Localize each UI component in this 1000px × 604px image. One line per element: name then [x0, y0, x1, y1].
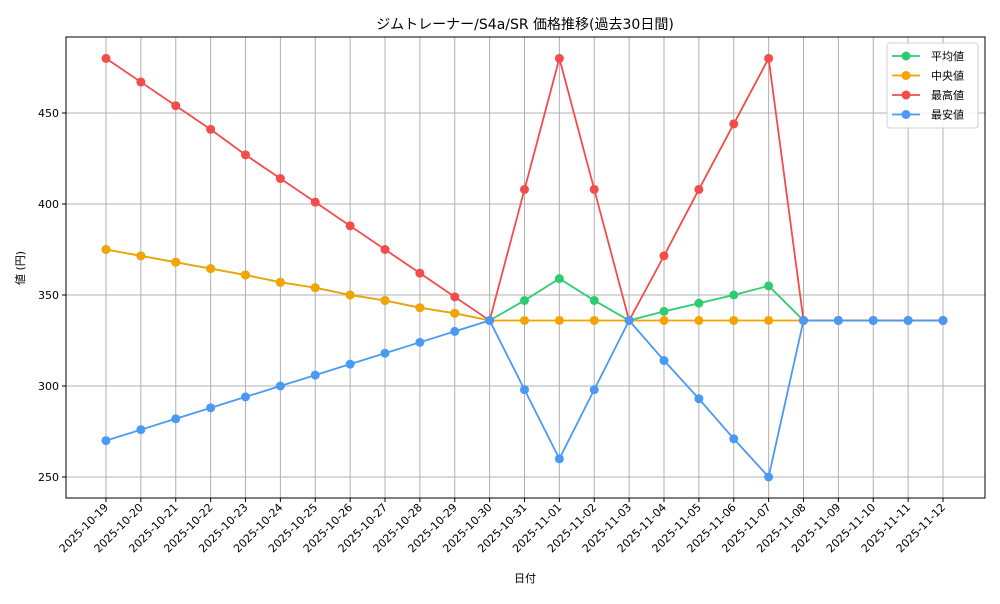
data-point — [589, 315, 599, 325]
data-point — [485, 315, 495, 325]
data-point — [450, 308, 460, 318]
data-point — [241, 270, 250, 280]
y-tick-label: 400 — [38, 198, 59, 211]
data-point — [554, 274, 564, 284]
data-point — [729, 290, 739, 300]
data-point — [171, 414, 181, 424]
data-point — [520, 295, 529, 305]
data-point — [241, 150, 250, 160]
data-point — [206, 124, 216, 134]
data-point — [903, 315, 913, 325]
data-point — [554, 315, 564, 325]
data-point — [589, 295, 599, 305]
legend-item: 最安値 — [892, 108, 964, 122]
data-point — [415, 303, 425, 313]
data-point — [415, 337, 425, 347]
data-point — [694, 184, 704, 194]
data-point — [171, 101, 181, 111]
y-tick-label: 250 — [38, 471, 59, 484]
data-point — [729, 119, 739, 129]
y-axis-label: 値 (円) — [14, 251, 27, 285]
data-point — [380, 348, 390, 358]
data-point — [275, 174, 285, 184]
x-axis-label: 日付 — [514, 572, 536, 585]
data-point — [799, 315, 808, 325]
data-point — [554, 454, 564, 464]
legend-marker-icon — [901, 90, 911, 100]
legend-marker-icon — [901, 51, 911, 61]
x-axis: 2025-10-192025-10-202025-10-212025-10-22… — [57, 498, 948, 555]
legend-label: 最安値 — [931, 108, 964, 122]
data-point — [554, 53, 564, 63]
data-point — [241, 392, 250, 402]
plot-frame — [65, 36, 986, 499]
data-point — [380, 295, 390, 305]
legend-item: 最高値 — [892, 88, 964, 102]
data-point — [659, 306, 669, 316]
series-layer — [101, 53, 948, 482]
data-point — [345, 359, 355, 369]
data-point — [764, 281, 774, 291]
y-tick-label: 450 — [38, 107, 59, 120]
data-point — [520, 315, 529, 325]
data-point — [833, 315, 843, 325]
y-tick-label: 350 — [38, 289, 59, 302]
data-point — [694, 315, 704, 325]
data-point — [345, 290, 355, 300]
data-point — [415, 268, 425, 278]
legend-item: 平均値 — [892, 50, 964, 63]
data-point — [520, 385, 529, 395]
data-point — [136, 425, 146, 435]
data-point — [589, 184, 599, 194]
data-point — [101, 436, 111, 446]
legend-box — [886, 42, 979, 129]
data-point — [380, 245, 390, 254]
data-point — [764, 315, 774, 325]
data-point — [275, 277, 285, 287]
data-point — [101, 53, 111, 63]
series-line — [101, 315, 948, 482]
data-point — [101, 245, 111, 254]
data-point — [938, 315, 948, 325]
data-point — [764, 53, 774, 63]
data-point — [171, 257, 181, 267]
data-point — [729, 315, 739, 325]
data-point — [310, 197, 320, 207]
legend-marker-icon — [901, 71, 911, 80]
data-point — [624, 315, 634, 325]
legend-label: 中央値 — [931, 70, 964, 83]
data-point — [659, 315, 669, 325]
data-point — [659, 251, 669, 261]
data-point — [450, 292, 460, 302]
y-tick-label: 300 — [38, 380, 59, 393]
chart-title: ジムトレーナー/S4a/SR 価格推移(過去30日間) — [376, 17, 674, 33]
legend-label: 平均値 — [931, 50, 964, 63]
y-axis: 250 300 350 400 450 — [38, 107, 66, 484]
data-point — [136, 251, 146, 261]
data-point — [589, 385, 599, 395]
data-point — [694, 394, 704, 404]
legend-label: 最高値 — [931, 88, 964, 102]
data-point — [206, 403, 216, 413]
data-point — [868, 315, 878, 325]
legend-marker-icon — [901, 110, 911, 119]
data-point — [310, 283, 320, 293]
data-point — [136, 77, 146, 87]
data-point — [345, 221, 355, 231]
data-point — [694, 298, 704, 308]
data-point — [520, 184, 529, 194]
data-point — [729, 434, 739, 444]
data-point — [310, 370, 320, 380]
grid-lines — [66, 37, 985, 498]
data-point — [659, 356, 669, 366]
data-point — [206, 264, 216, 274]
data-point — [275, 381, 285, 391]
data-point — [764, 472, 774, 482]
data-point — [450, 326, 460, 336]
legend-item: 中央値 — [892, 70, 964, 83]
